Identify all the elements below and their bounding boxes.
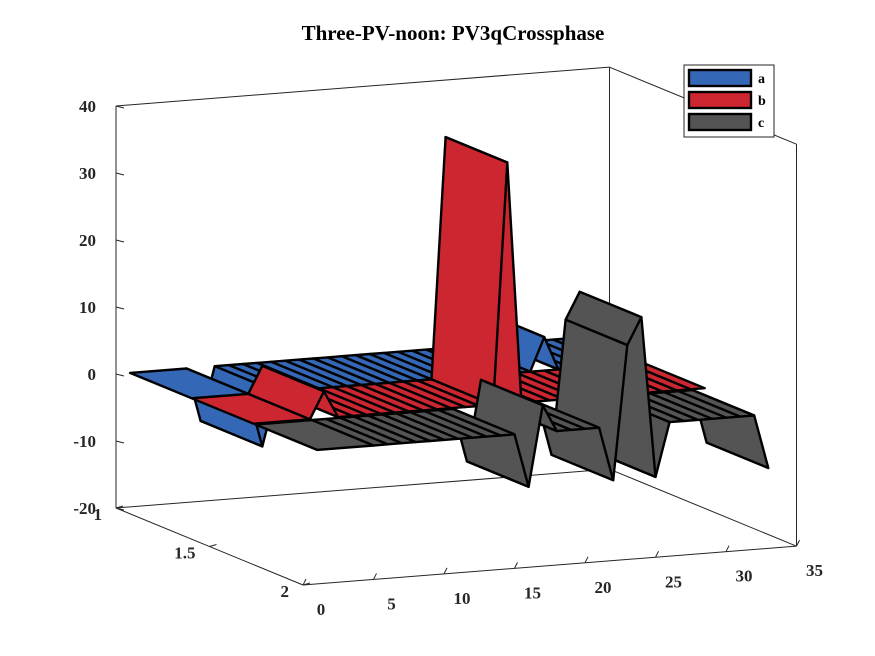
z-tick-label: 0	[88, 365, 97, 384]
legend-swatch-c	[687, 112, 753, 132]
z-tick-mark	[115, 239, 125, 243]
z-tick-mark	[115, 507, 125, 511]
x-tick-label: 30	[736, 567, 753, 586]
x-tick-mark	[373, 573, 377, 580]
y-tick-mark	[302, 582, 311, 586]
z-tick-mark	[115, 440, 125, 444]
legend-label-a: a	[758, 72, 765, 87]
z-tick-mark	[115, 172, 125, 176]
x-tick-label: 0	[317, 600, 326, 619]
ticks: 0 5 10 15 20 25 30 35 1 1.5 2 -20 -10 0 10 20 30 40	[73, 97, 823, 619]
ribbon-c-segment-0	[254, 418, 375, 452]
y-tick-label: 1	[94, 505, 103, 524]
x-tick-mark	[725, 545, 730, 552]
x-tick-mark	[584, 556, 589, 564]
axis-edge-2	[609, 468, 797, 547]
x-tick-label: 25	[665, 572, 682, 591]
y-tick-mark	[209, 544, 217, 547]
axis-edge-0	[302, 545, 797, 586]
x-tick-mark	[796, 539, 800, 547]
z-tick-label: 40	[79, 97, 96, 116]
z-tick-label: 10	[79, 298, 96, 317]
x-tick-label: 35	[806, 561, 823, 580]
legend-swatch-b	[687, 90, 753, 110]
x-tick-mark	[514, 562, 518, 569]
x-tick-label: 10	[454, 589, 471, 608]
z-tick-mark	[115, 373, 125, 377]
legend-swatch-a	[687, 68, 753, 88]
z-tick-label: 20	[79, 231, 96, 250]
z-tick-label: -10	[73, 432, 96, 451]
x-tick-label: 15	[524, 583, 541, 602]
ribbon-b-segment-14	[430, 135, 509, 406]
y-tick-label: 1.5	[174, 544, 195, 563]
z-tick-mark	[115, 105, 125, 109]
z-tick-label: 30	[79, 164, 96, 183]
legend-label-c: c	[758, 116, 764, 131]
y-tick-label: 2	[281, 582, 290, 601]
x-tick-mark	[302, 578, 307, 586]
legend: abc	[683, 64, 775, 138]
ribbons	[128, 135, 770, 488]
x-tick-label: 20	[595, 578, 612, 597]
x-tick-mark	[443, 567, 448, 575]
z-tick-label: -20	[73, 499, 96, 518]
x-tick-label: 5	[387, 594, 396, 613]
y-tick-mark	[115, 505, 124, 509]
chart-title: Three-PV-noon: PV3qCrossphase	[302, 21, 605, 45]
x-tick-mark	[655, 551, 659, 558]
legend-label-b: b	[758, 94, 766, 109]
axis-edge-6	[115, 66, 610, 107]
z-tick-mark	[115, 306, 125, 310]
axis-edge-3	[115, 468, 610, 509]
